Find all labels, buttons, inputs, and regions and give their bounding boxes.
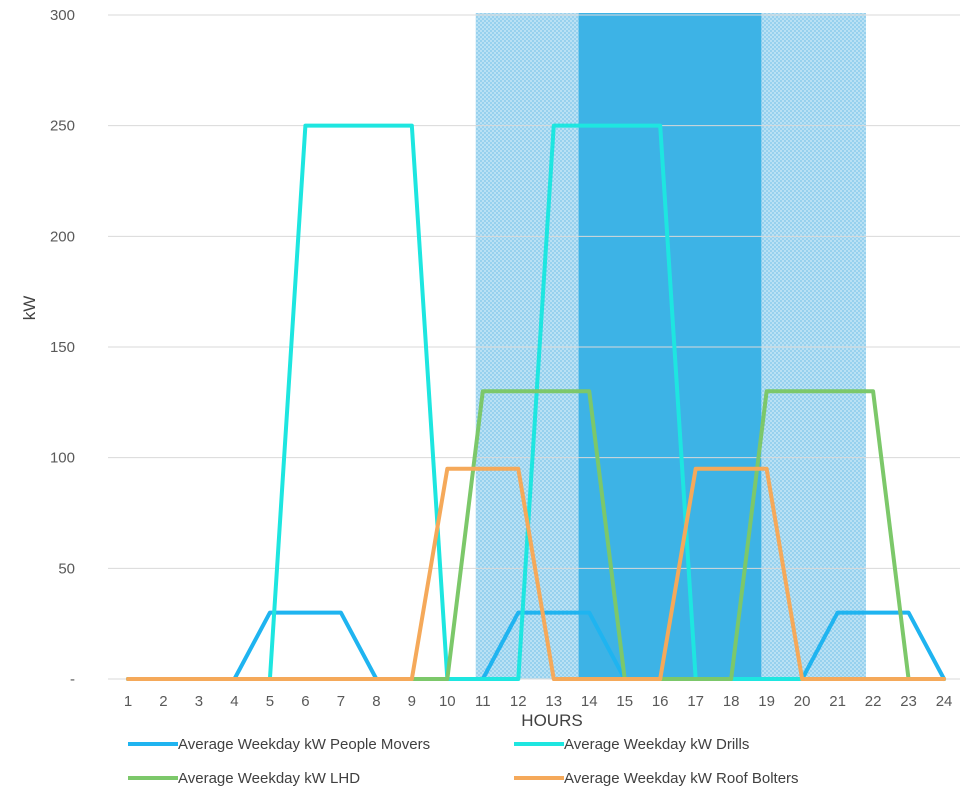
- series-line-1: [126, 610, 947, 681]
- series-line-4: [126, 466, 947, 681]
- x-tick-label: 15: [616, 693, 633, 710]
- x-tick-label: 7: [337, 693, 345, 710]
- x-tick-label: 8: [372, 693, 380, 710]
- x-tick-label: 10: [439, 693, 456, 710]
- x-tick-label: 19: [758, 693, 775, 710]
- x-tick-label: 22: [865, 693, 882, 710]
- x-tick-label: 6: [301, 693, 309, 710]
- x-tick-label: 16: [652, 693, 669, 710]
- legend: Average Weekday kW People Movers Average …: [128, 736, 799, 787]
- x-axis-ticks: 1 2 3 4 5 6 7 8 9 10 11 12 13 14 15 16 17 18 19 20 21 22 23 24: [124, 693, 953, 710]
- x-tick-label: 18: [723, 693, 740, 710]
- legend-label: Average Weekday kW People Movers: [178, 736, 430, 753]
- y-tick-label: 200: [50, 228, 75, 245]
- y-tick-label: 250: [50, 118, 75, 135]
- legend-label: Average Weekday kW Drills: [564, 736, 749, 753]
- y-axis-title: kW: [20, 296, 39, 321]
- x-tick-label: 23: [900, 693, 917, 710]
- x-tick-label: 9: [408, 693, 416, 710]
- x-tick-label: 21: [829, 693, 846, 710]
- x-tick-label: 12: [510, 693, 527, 710]
- x-tick-label: 2: [159, 693, 167, 710]
- x-tick-label: 17: [687, 693, 704, 710]
- y-axis-ticks: - 50 100 150 200 250 300: [50, 7, 75, 688]
- x-tick-label: 1: [124, 693, 132, 710]
- x-tick-label: 14: [581, 693, 598, 710]
- legend-label: Average Weekday kW LHD: [178, 770, 360, 787]
- y-tick-label: -: [70, 671, 75, 688]
- x-tick-label: 3: [195, 693, 203, 710]
- y-tick-label: 300: [50, 7, 75, 24]
- x-axis-title: HOURS: [521, 711, 582, 730]
- y-tick-label: 50: [58, 560, 75, 577]
- y-tick-label: 100: [50, 450, 75, 467]
- x-tick-label: 4: [230, 693, 238, 710]
- shaded-band-2: [578, 13, 762, 679]
- x-tick-label: 24: [936, 693, 953, 710]
- y-tick-label: 150: [50, 339, 75, 356]
- x-tick-label: 11: [475, 693, 491, 710]
- x-tick-label: 5: [266, 693, 274, 710]
- shaded-bands: [475, 13, 866, 679]
- legend-label: Average Weekday kW Roof Bolters: [564, 770, 799, 787]
- x-tick-label: 13: [545, 693, 562, 710]
- x-tick-label: 20: [794, 693, 811, 710]
- series-lines: [126, 123, 947, 681]
